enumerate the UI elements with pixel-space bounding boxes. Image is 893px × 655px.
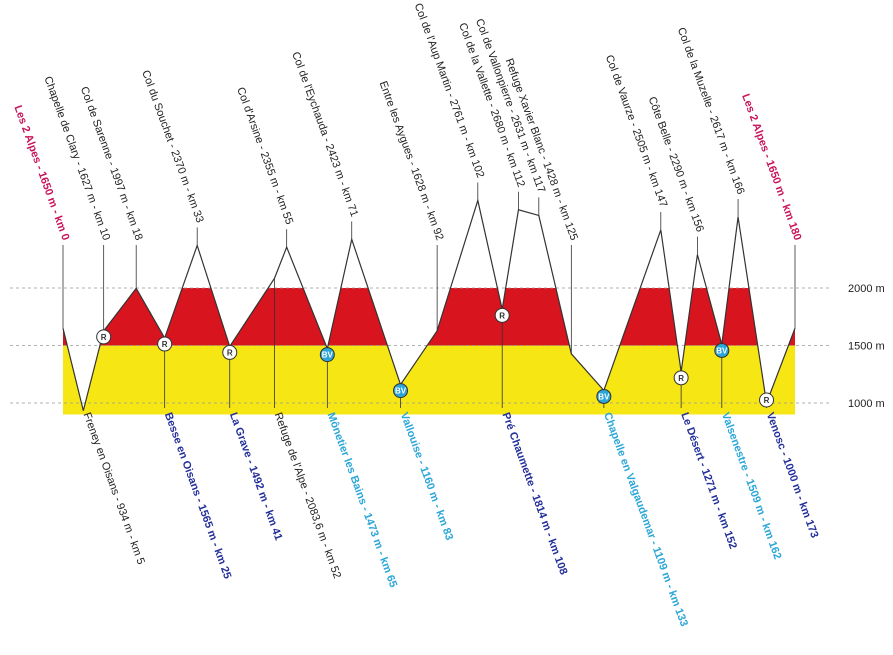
badge [222, 344, 238, 360]
badge [759, 392, 775, 408]
badge-text: R [764, 396, 770, 405]
profile-line [62, 198, 796, 411]
town-label: Freney en Oisans - 934 m - km 5 [81, 411, 147, 566]
badge [157, 336, 173, 352]
badge [319, 347, 335, 363]
pass-label: Col du Souchet - 2370 m - km 33 [139, 69, 205, 225]
badge-text: BV [716, 346, 728, 355]
pass-label: Les 2 Alpes - 1650 m - km 180 [739, 92, 803, 242]
badge [96, 329, 112, 345]
badge-text: R [678, 374, 684, 383]
badge [714, 342, 730, 358]
y-tick-label: 1000 m [848, 398, 885, 410]
badge-text: R [227, 348, 233, 357]
town-label: Vallouise - 1160 m - km 83 [398, 411, 455, 542]
badge [393, 383, 409, 399]
town-label: Venosc - 1000 m - km 173 [764, 411, 821, 540]
badge-text: BV [395, 387, 407, 396]
y-tick-label: 1500 m [848, 341, 885, 353]
badge [673, 370, 689, 386]
badge [494, 307, 510, 323]
pass-label: Col de Sarenne - 1997 m - km 18 [78, 85, 145, 242]
pass-label: Col de l'Eychauda - 2423 m - km 71 [289, 50, 360, 218]
badge-text: BV [598, 392, 610, 401]
pass-label: Col de la Muzelle - 2617 m - km 166 [675, 26, 747, 196]
pass-label: Col de l'Aup Martin - 2761 m - km 102 [412, 2, 487, 180]
badge-text: BV [322, 351, 334, 360]
town-label: Besse en Oisans - 1565 m - km 25 [162, 411, 234, 581]
pass-label: Col d'Arsine - 2355 m - km 55 [234, 86, 295, 227]
elevation-band [63, 288, 795, 346]
town-label: Chapelle en Valgaudemar - 1109 m - km 13… [601, 411, 690, 628]
badge-text: R [499, 311, 505, 320]
town-label: Pré Chaumette - 1814 m - km 108 [499, 411, 569, 577]
badge [596, 388, 612, 404]
badge-text: R [162, 340, 168, 349]
badge-text: R [101, 333, 107, 342]
y-tick-label: 2000 m [848, 283, 885, 295]
pass-label: Entre les Aygues - 1628 m - km 92 [377, 80, 446, 242]
town-label: La Grave - 1492 m - km 41 [227, 411, 284, 542]
